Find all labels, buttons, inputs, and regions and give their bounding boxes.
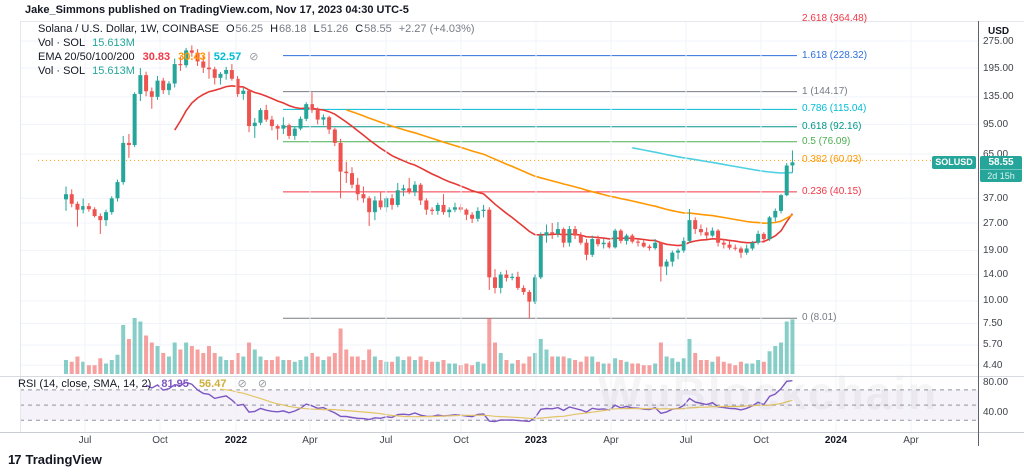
volume-legend-row-top[interactable]: Vol · SOL 15.613M [38,38,475,49]
volume-label: Vol · SOL [38,37,86,49]
close-label: C [355,23,364,35]
time-axis-tick[interactable]: Oct [453,435,469,446]
close-value: 58.55 [364,23,392,35]
price-axis-tick[interactable]: 195.00 [983,62,1014,74]
bar-countdown: 2d 15h [980,168,1022,182]
price-axis-tick[interactable]: 95.00 [983,118,1009,130]
ema-label: EMA 20/50/100/200 [38,51,135,63]
high-value: 68.18 [279,23,307,35]
open-value: 56.25 [235,23,264,35]
fib-level-label[interactable]: 0 (8.01) [802,312,837,324]
time-axis-tick[interactable]: Oct [152,435,168,446]
chart-left-border [20,21,21,432]
watermark: WuBlockchain [598,366,1024,420]
published-byline: Jake_Simmons published on TradingView.co… [25,4,409,16]
ema50-value: 30.43 [178,51,206,63]
price-axis-tick[interactable]: 7.50 [983,317,1003,329]
price-axis-tick[interactable]: 4.40 [983,359,1003,371]
tradingview-logo-icon: 17 [8,452,22,467]
rsi-label: RSI (14, close, SMA, 14, 2) [18,378,152,390]
fib-level-label[interactable]: 1 (144.17) [802,85,848,97]
fib-level-label[interactable]: 2.618 (364.48) [802,13,868,24]
price-axis-unit: USD [988,26,1010,37]
hidden-value-icon: ⊘ [257,378,268,390]
fib-level-label[interactable]: 0.786 (115.04) [802,103,867,115]
symbol-legend-row[interactable]: Solana / U.S. Dollar, 1W, COINBASE O 56.… [38,24,475,35]
rsi-legend[interactable]: RSI (14, close, SMA, 14, 2) 81.95 56.47 … [18,377,267,390]
rsi-value: 81.95 [161,378,189,390]
last-price-badge: 58.55 2d 15h [980,155,1022,182]
low-value: 51.26 [320,23,349,35]
time-axis-tick[interactable]: 2024 [824,435,848,446]
hidden-value-icon: ⊘ [237,378,247,390]
fib-level-label[interactable]: 0.236 (40.15) [802,185,862,197]
volume-value: 15.613M [92,37,135,49]
ema100-value: 52.57 [213,51,242,63]
rsi-axis-tick[interactable]: 40.00 [983,407,1009,419]
main-legend: Solana / U.S. Dollar, 1W, COINBASE O 56.… [38,24,475,80]
price-axis-tick[interactable]: 19.00 [983,245,1009,257]
time-axis-border [0,432,1024,433]
price-axis-tick[interactable]: 37.00 [983,192,1009,204]
time-axis-tick[interactable]: Apr [603,435,619,446]
symbol-price-flag: SOLUSD [932,155,976,169]
time-axis-tick[interactable]: Apr [903,435,919,446]
volume-label: Vol · SOL [38,65,86,77]
time-axis-tick[interactable]: Jul [78,435,92,446]
price-axis-border [978,21,979,446]
ema20-value: 30.83 [142,51,171,63]
change-value: +2.27 (+4.03%) [398,23,475,35]
rsi-axis-tick[interactable]: 80.00 [983,376,1009,388]
fib-level-label[interactable]: 0.5 (76.09) [802,135,851,147]
hidden-value-icon: ⊘ [249,51,259,63]
symbol-title[interactable]: Solana / U.S. Dollar, 1W, COINBASE [38,23,219,35]
price-axis-tick[interactable]: 135.00 [983,91,1014,103]
price-axis-tick[interactable]: 5.70 [983,339,1003,351]
tradingview-logo[interactable]: 17 TradingView [8,452,102,467]
price-axis-tick[interactable]: 275.00 [983,35,1014,47]
tradingview-logo-text: TradingView [25,452,102,467]
high-label: H [270,23,279,35]
volume-legend-row-bottom[interactable]: Vol · SOL 15.613M [38,66,475,77]
rsi-ma-value: 56.47 [198,378,227,390]
time-axis-tick[interactable]: Apr [302,435,318,446]
open-label: O [225,23,235,35]
volume-value: 15.613M [92,65,135,77]
fib-level-label[interactable]: 0.618 (92.16) [802,120,862,132]
low-label: L [313,23,320,35]
last-price: 58.55 [988,156,1014,168]
price-axis-tick[interactable]: 65.00 [983,148,1009,160]
fib-level-label[interactable]: 1.618 (228.32) [802,49,868,61]
price-axis-tick[interactable]: 27.00 [983,217,1009,229]
price-axis-tick[interactable]: 14.00 [983,269,1009,280]
chart-top-border [20,21,1024,22]
pane-divider [0,376,1024,377]
time-axis-tick[interactable]: 2022 [224,435,248,446]
fib-level-label[interactable]: 0.382 (60.03) [802,154,862,166]
time-axis-tick[interactable]: 2023 [524,435,548,446]
time-axis-tick[interactable]: Jul [679,435,693,446]
time-axis-tick[interactable]: Oct [753,435,769,446]
ema-legend-row[interactable]: EMA 20/50/100/200 30.83 30.43 52.57 ⊘ [38,52,475,63]
price-axis-tick[interactable]: 10.00 [983,295,1009,307]
time-axis-tick[interactable]: Jul [379,435,393,446]
